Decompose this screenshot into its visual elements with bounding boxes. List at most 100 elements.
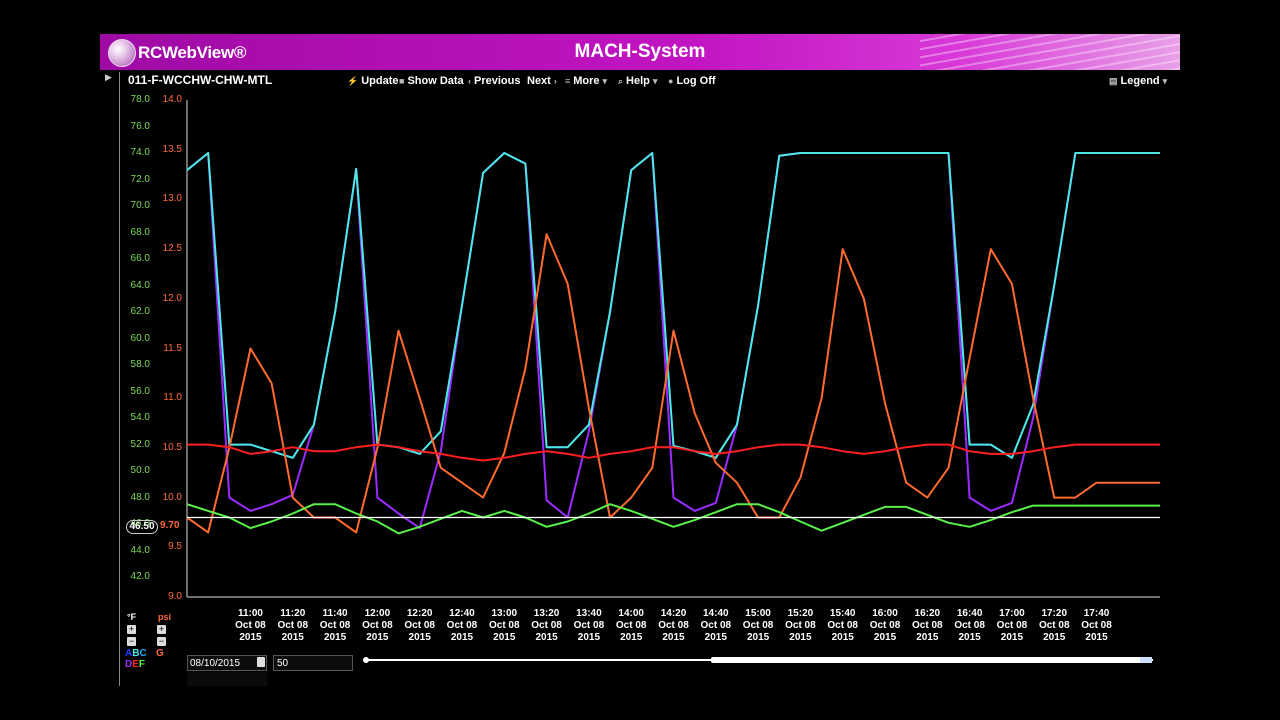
chevron-down-icon: ▾ — [602, 76, 608, 86]
search-icon: ⌕ — [618, 76, 624, 86]
x-axis-tick: 11:20 Oct 08 2015 — [277, 608, 309, 643]
right-axis-tick: 12.5 — [162, 243, 182, 255]
x-axis-tick: 11:00 Oct 08 2015 — [235, 608, 266, 643]
left-axis-tick: 42.0 — [130, 571, 150, 583]
left-axis-tick: 46.0 — [130, 518, 150, 530]
count-input[interactable]: 50 — [273, 655, 353, 671]
update-button[interactable]: ⚡ Update — [347, 75, 399, 87]
series-line-4 — [187, 443, 1160, 462]
series-line-3 — [186, 233, 1160, 534]
left-axis-tick: 58.0 — [130, 359, 150, 371]
date-dropdown-area — [187, 672, 267, 686]
x-axis-tick: 15:20 Oct 08 2015 — [785, 608, 816, 643]
legend-icon: ▤ — [1109, 76, 1118, 86]
right-axis-tick: 10.5 — [162, 441, 182, 453]
x-axis-tick: 13:20 Oct 08 2015 — [531, 608, 562, 643]
globe-logo-icon — [108, 39, 136, 67]
previous-label: Previous — [474, 75, 521, 87]
left-axis-tick: 54.0 — [130, 412, 150, 424]
right-axis-tick: 14.0 — [162, 94, 182, 105]
menu-icon: ≡ — [565, 76, 571, 86]
right-axis-tick: 9.5 — [168, 541, 182, 553]
x-axis-tick: 13:00 Oct 08 2015 — [488, 608, 520, 643]
calendar-icon[interactable] — [257, 657, 265, 667]
collapse-arrow-icon[interactable]: ▶ — [105, 72, 112, 82]
left-axis-tick: 64.0 — [130, 279, 150, 291]
time-range-slider[interactable] — [363, 657, 1153, 663]
left-axis-tick: 66.0 — [130, 253, 150, 265]
right-axis-minus-button[interactable]: − — [157, 636, 166, 646]
left-axis-tick: 68.0 — [130, 226, 150, 238]
right-axis-tick: 13.5 — [162, 143, 182, 155]
right-code: G — [156, 648, 164, 659]
right-axis-tick: 13.0 — [162, 193, 182, 205]
left-axis-minus-button[interactable]: − — [127, 636, 136, 646]
logout-icon: ● — [668, 76, 674, 86]
show-data-button[interactable]: ■ Show Data — [399, 75, 464, 87]
app-logo-text: RCWebView® — [138, 43, 247, 62]
left-axis-plus-button[interactable]: + — [127, 624, 136, 634]
left-axis-tick: 50.0 — [130, 465, 150, 477]
x-axis-tick: 14:00 Oct 08 2015 — [615, 608, 647, 643]
x-axis-tick: 14:40 Oct 08 2015 — [700, 608, 732, 643]
right-axis-tick: 9.0 — [168, 591, 182, 602]
date-input[interactable]: 08/10/2015 — [187, 655, 267, 671]
x-axis-tick: 12:20 Oct 08 2015 — [404, 608, 435, 643]
left-axis-tick: 76.0 — [130, 120, 150, 132]
more-label: More — [573, 75, 600, 87]
right-axis-tick: 11.0 — [163, 392, 182, 404]
x-axis-tick: 16:00 Oct 08 2015 — [869, 608, 901, 643]
left-axis-tick: 60.0 — [130, 332, 150, 344]
left-unit-label: °F — [127, 612, 137, 622]
x-axis-tick: 15:40 Oct 08 2015 — [827, 608, 858, 643]
left-divider — [119, 72, 120, 686]
left-axis-tick: 70.0 — [130, 200, 150, 212]
legend-menu-button[interactable]: ▤ Legend ▾ — [1109, 75, 1170, 87]
left-codes-1: ABC — [125, 648, 147, 659]
left-axis-tick: 74.0 — [130, 147, 150, 158]
x-axis-tick: 16:20 Oct 08 2015 — [912, 608, 943, 643]
log-off-button[interactable]: ● Log Off — [668, 75, 716, 87]
right-unit-label: psi — [158, 612, 172, 622]
legend-label: Legend — [1120, 75, 1160, 87]
header-decoration — [920, 34, 1180, 70]
chevron-left-icon: ‹ — [468, 76, 471, 86]
help-label: Help — [626, 75, 650, 87]
previous-button[interactable]: ‹ Previous — [468, 75, 520, 87]
left-axis-tick: 72.0 — [130, 173, 150, 185]
left-axis-tick: 44.0 — [130, 544, 150, 556]
left-axis-tick: 62.0 — [130, 306, 150, 318]
x-axis-tick: 13:40 Oct 08 2015 — [573, 608, 605, 643]
lightning-icon: ⚡ — [347, 76, 359, 86]
next-button[interactable]: Next › — [527, 75, 560, 87]
series-line-5 — [186, 503, 1160, 535]
show-data-label: Show Data — [407, 75, 464, 87]
x-axis-tick: 16:40 Oct 08 2015 — [954, 608, 985, 643]
left-axis-tick: 78.0 — [130, 94, 150, 105]
cursor-left-value[interactable]: 46.50 — [126, 520, 158, 534]
x-axis-tick: 11:40 Oct 08 2015 — [319, 608, 351, 643]
series-line-1 — [186, 152, 1160, 530]
x-axis-tick: 12:40 Oct 08 2015 — [446, 608, 478, 643]
app-header: RCWebView® MACH-System — [100, 34, 1180, 70]
x-axis-tick: 12:00 Oct 08 2015 — [362, 608, 393, 643]
left-axis-tick: 48.0 — [130, 491, 150, 503]
x-axis-tick: 15:00 Oct 08 2015 — [742, 608, 774, 643]
left-axis-tick: 56.0 — [130, 385, 150, 397]
right-axis-tick: 11.5 — [163, 342, 182, 354]
update-label: Update — [361, 75, 399, 87]
table-icon: ■ — [399, 76, 405, 86]
more-menu-button[interactable]: ≡ More ▾ — [565, 75, 610, 87]
help-menu-button[interactable]: ⌕ Help ▾ — [618, 75, 660, 87]
x-axis-tick: 14:20 Oct 08 2015 — [658, 608, 689, 643]
next-label: Next — [527, 75, 551, 87]
x-axis-tick: 17:00 Oct 08 2015 — [996, 608, 1028, 643]
page-title: MACH-System — [574, 41, 706, 62]
chevron-right-icon: › — [553, 76, 557, 86]
toolbar: ⚡ Update ■ Show Data ‹ Previous Next › ≡ More… — [100, 72, 1180, 90]
x-axis-tick: 17:40 Oct 08 2015 — [1081, 608, 1112, 643]
right-axis-plus-button[interactable]: + — [157, 624, 166, 634]
log-off-label: Log Off — [676, 75, 716, 87]
series-line-2 — [186, 152, 1160, 459]
right-axis-tick: 10.0 — [162, 491, 182, 503]
